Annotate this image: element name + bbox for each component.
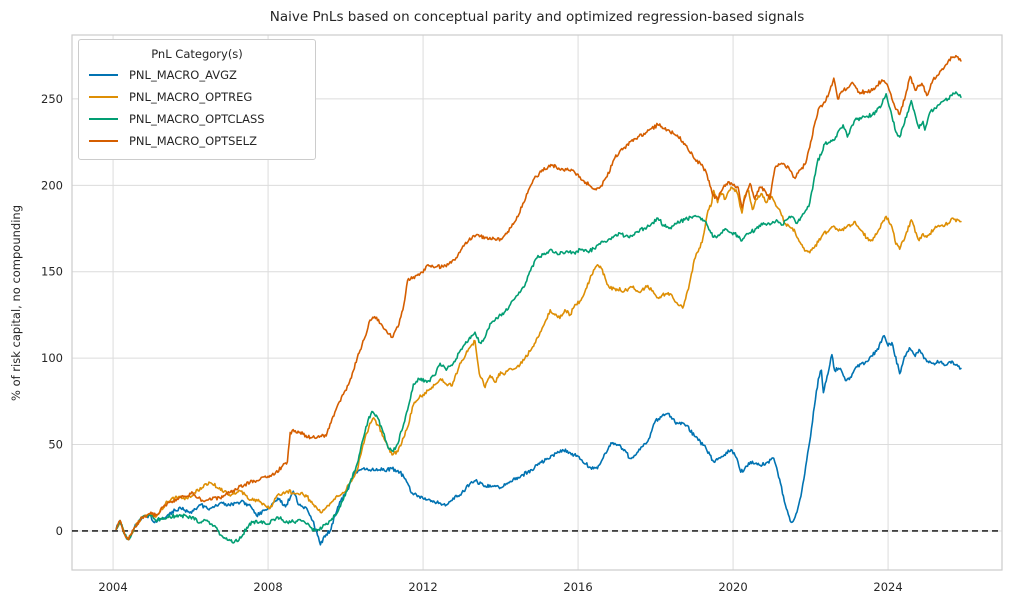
chart-title: Naive PnLs based on conceptual parity an… bbox=[269, 9, 805, 25]
legend-line-swatch bbox=[89, 74, 118, 76]
x-tick-label: 2012 bbox=[408, 580, 437, 594]
legend-label: PNL_MACRO_AVGZ bbox=[129, 68, 237, 82]
series-line-pnl_macro_optselz bbox=[115, 54, 962, 541]
y-tick-label: 200 bbox=[41, 178, 63, 192]
series-line-pnl_macro_avgz bbox=[115, 334, 962, 546]
legend-item-pnl_macro_optselz: PNL_MACRO_OPTSELZ bbox=[89, 130, 305, 152]
y-tick-label: 250 bbox=[41, 92, 63, 106]
y-tick-label: 0 bbox=[56, 524, 63, 538]
legend-label: PNL_MACRO_OPTSELZ bbox=[129, 134, 257, 148]
y-tick-label: 100 bbox=[41, 351, 63, 365]
series-line-pnl_macro_optreg bbox=[115, 186, 962, 541]
y-tick-label: 150 bbox=[41, 265, 63, 279]
x-tick-label: 2004 bbox=[98, 580, 127, 594]
legend-title: PnL Category(s) bbox=[151, 47, 243, 61]
legend-label: PNL_MACRO_OPTREG bbox=[129, 90, 253, 104]
x-tick-label: 2016 bbox=[563, 580, 592, 594]
y-tick-label: 50 bbox=[48, 438, 63, 452]
legend-line-swatch bbox=[89, 140, 118, 142]
x-tick-label: 2020 bbox=[718, 580, 747, 594]
legend: PnL Category(s) PNL_MACRO_AVGZ PNL_MACRO_… bbox=[78, 39, 316, 160]
legend-label: PNL_MACRO_OPTCLASS bbox=[129, 112, 265, 126]
legend-line-swatch bbox=[89, 118, 118, 120]
legend-item-pnl_macro_optclass: PNL_MACRO_OPTCLASS bbox=[89, 108, 305, 130]
legend-item-pnl_macro_optreg: PNL_MACRO_OPTREG bbox=[89, 86, 305, 108]
series-line-pnl_macro_optclass bbox=[115, 91, 962, 544]
x-tick-label: 2024 bbox=[873, 580, 902, 594]
legend-line-swatch bbox=[89, 96, 118, 98]
plot-border bbox=[71, 34, 1003, 571]
legend-item-pnl_macro_avgz: PNL_MACRO_AVGZ bbox=[89, 64, 305, 86]
x-tick-label: 2008 bbox=[253, 580, 282, 594]
legend-items: PNL_MACRO_AVGZ PNL_MACRO_OPTREG PNL_MACRO_… bbox=[89, 64, 305, 152]
